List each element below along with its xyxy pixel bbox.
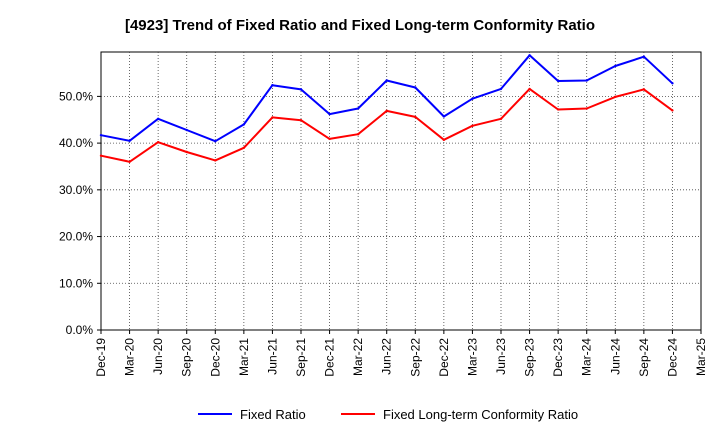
data-point (385, 109, 388, 113)
data-point (328, 137, 331, 141)
y-tick-label: 10.0% (59, 276, 93, 290)
y-tick-label: 30.0% (59, 183, 93, 197)
data-point (442, 138, 446, 142)
data-point (671, 109, 674, 112)
data-point (128, 160, 131, 163)
data-point (471, 97, 474, 100)
legend: Fixed Ratio Fixed Long-term Conformity R… (198, 407, 578, 422)
x-tick-label: Mar-22 (351, 338, 365, 376)
y-tick-label: 0.0% (66, 323, 94, 337)
data-point (585, 79, 588, 82)
data-point (556, 108, 560, 111)
data-point (499, 117, 503, 121)
x-tick-label: Sep-21 (294, 338, 308, 377)
data-point (614, 64, 617, 68)
data-point (299, 119, 303, 122)
data-point (242, 146, 246, 149)
data-point (128, 139, 131, 142)
data-point (642, 55, 646, 58)
data-point (414, 86, 417, 89)
data-point (414, 115, 417, 119)
x-tick-label: Dec-23 (551, 338, 565, 377)
data-point (356, 107, 360, 110)
x-tick-label: Jun-23 (494, 338, 508, 375)
data-point (328, 112, 331, 116)
x-tick-label: Jun-21 (265, 338, 279, 375)
data-point (185, 150, 188, 154)
data-point (214, 140, 217, 143)
data-point (271, 116, 274, 119)
data-point (299, 88, 303, 91)
x-tick-label: Dec-24 (665, 338, 679, 377)
data-point (442, 115, 446, 118)
data-point (156, 117, 160, 121)
x-tick-label: Dec-21 (323, 338, 337, 377)
legend-label-fixed-long-term-conformity-ratio: Fixed Long-term Conformity Ratio (383, 407, 578, 422)
data-point (471, 124, 474, 128)
x-tick-label: Mar-25 (694, 338, 708, 376)
data-point (356, 133, 360, 136)
x-tick-label: Sep-22 (408, 338, 422, 377)
data-point (671, 82, 674, 85)
x-tick-label: Sep-20 (180, 338, 194, 377)
data-point (614, 95, 617, 99)
data-point (385, 79, 388, 82)
x-tick-label: Mar-20 (123, 338, 137, 376)
data-point (271, 83, 274, 87)
x-tick-label: Sep-23 (523, 338, 537, 377)
x-tick-label: Jun-24 (608, 338, 622, 375)
plot-frame (100, 51, 702, 331)
data-point (185, 128, 188, 132)
data-point (99, 154, 103, 157)
data-point (242, 123, 246, 126)
plot-area: 0.0% 10.0% 20.0% 30.0% 40.0% 50.0% Dec-19 Mar-2… (59, 51, 708, 377)
legend-label-fixed-ratio: Fixed Ratio (240, 407, 306, 422)
y-tick-label: 50.0% (59, 89, 93, 103)
x-tick-label: Sep-24 (637, 338, 651, 377)
data-point (499, 87, 503, 91)
x-tick-label: Dec-19 (94, 338, 108, 377)
x-tick-label: Dec-22 (437, 338, 451, 377)
x-tick-label: Jun-22 (380, 338, 394, 375)
data-point (642, 88, 646, 91)
data-point (585, 107, 588, 110)
data-point (556, 79, 560, 83)
data-point (528, 54, 531, 57)
y-tick-label: 40.0% (59, 136, 93, 150)
x-tick-label: Mar-21 (237, 338, 251, 376)
data-point (528, 87, 531, 91)
x-tick-label: Dec-20 (208, 338, 222, 377)
x-tick-label: Jun-20 (151, 338, 165, 375)
data-point (156, 140, 160, 144)
x-tick-label: Mar-23 (465, 338, 479, 376)
x-tick-label: Mar-24 (580, 338, 594, 376)
data-point (214, 159, 217, 162)
chart-title: [4923] Trend of Fixed Ratio and Fixed Lo… (125, 17, 595, 34)
y-tick-label: 20.0% (59, 230, 93, 244)
data-point (99, 133, 103, 137)
